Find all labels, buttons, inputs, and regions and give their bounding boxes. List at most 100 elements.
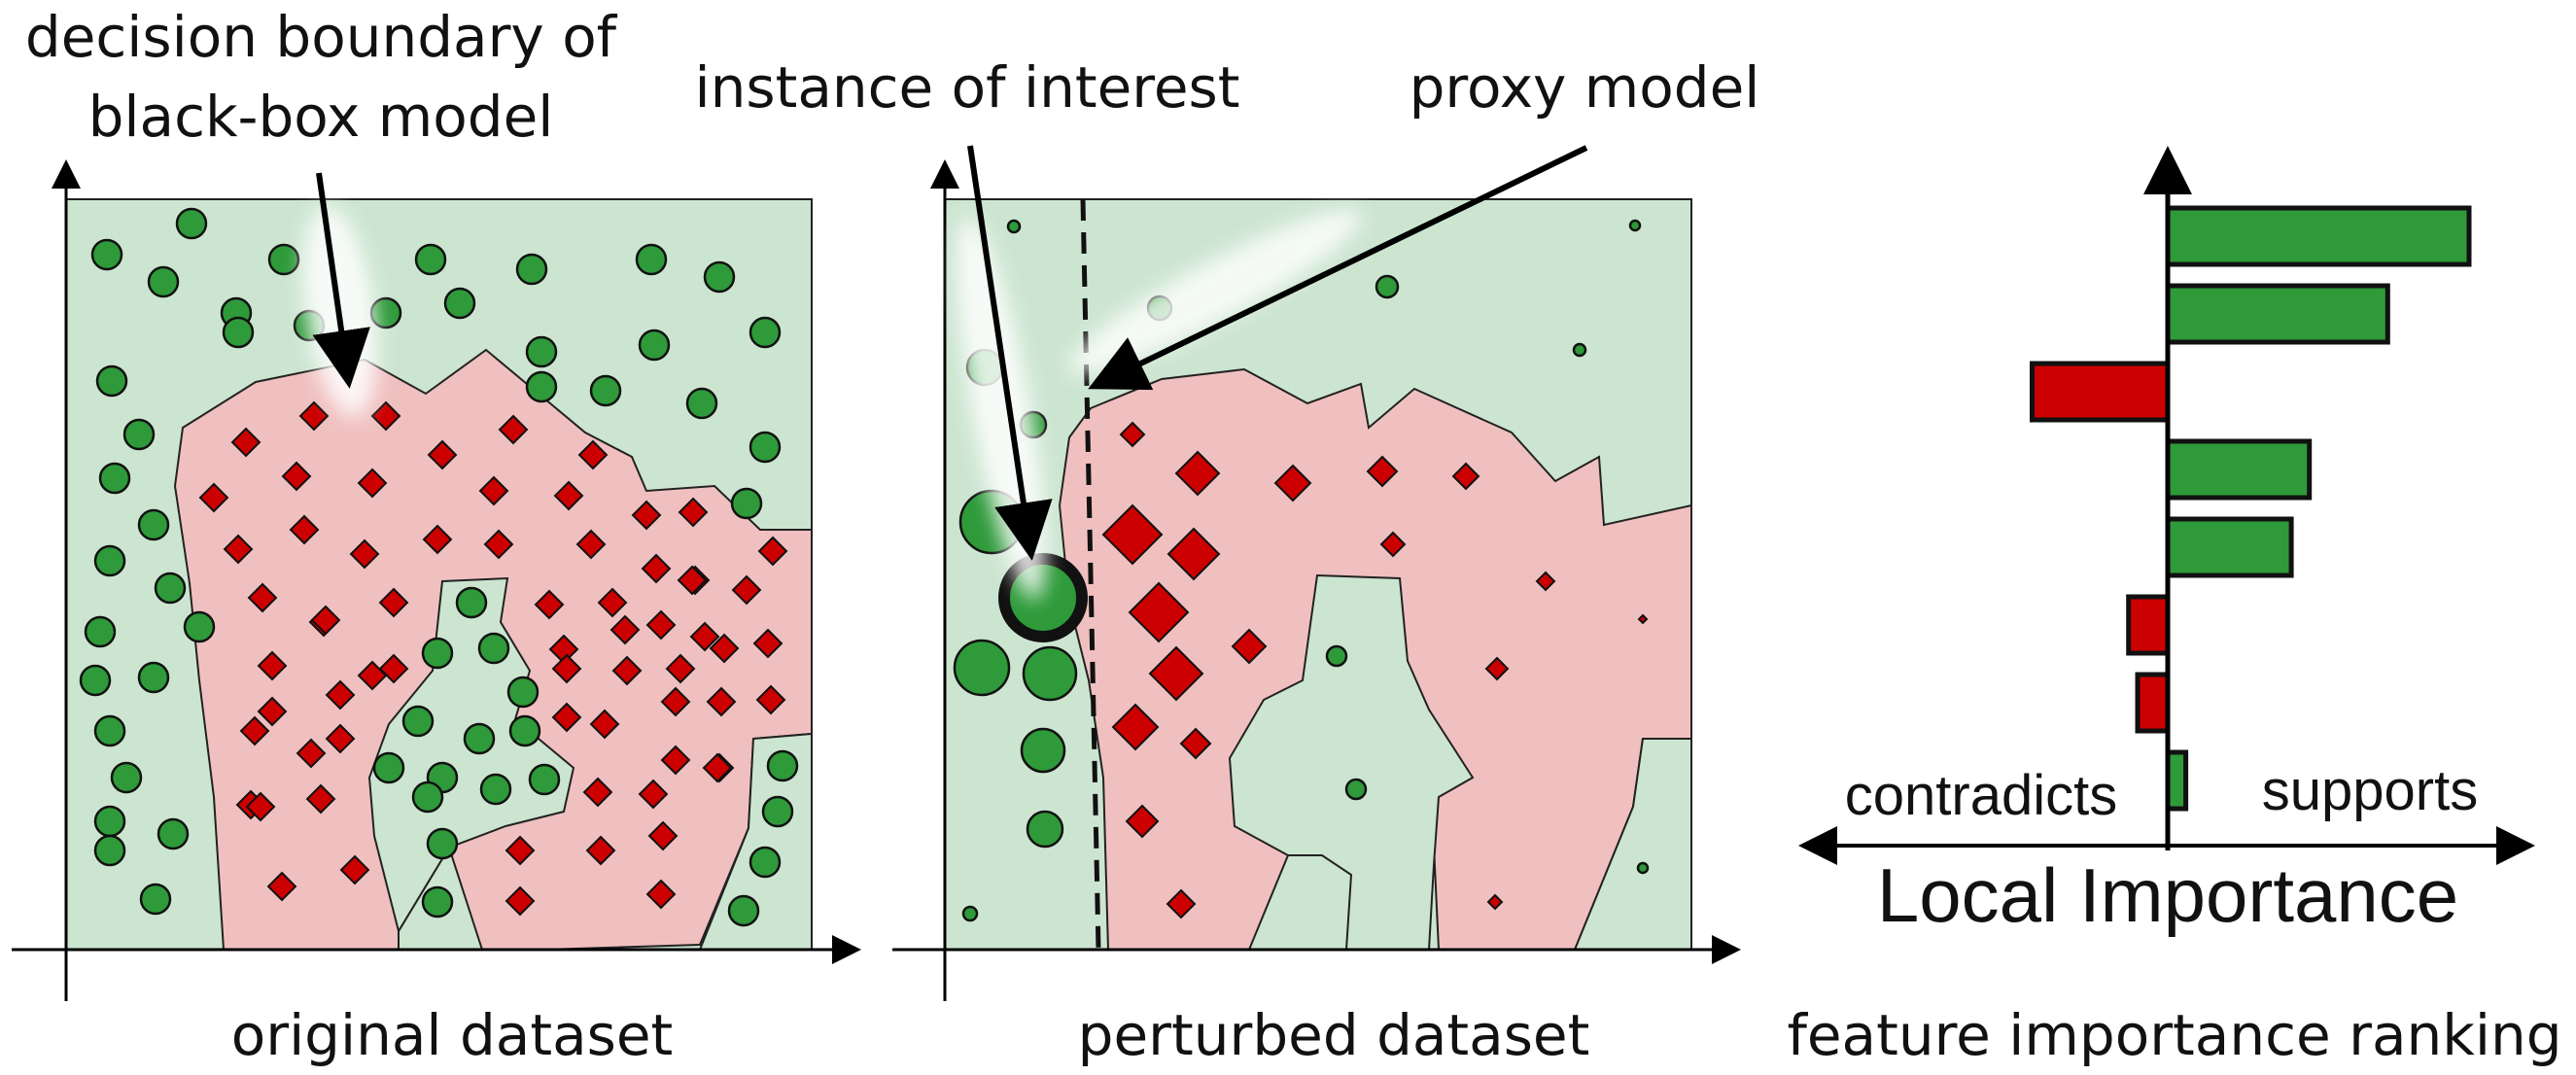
red-perturbed-point xyxy=(1484,656,1510,681)
red-data-point xyxy=(609,614,641,645)
red-data-point xyxy=(534,589,565,620)
red-data-point xyxy=(660,745,691,776)
green-perturbed-point xyxy=(953,639,1011,697)
red-perturbed-point xyxy=(1174,450,1221,497)
red-perturbed-point xyxy=(1119,421,1146,448)
red-data-point xyxy=(678,497,709,528)
red-data-point xyxy=(505,835,536,866)
red-data-point xyxy=(589,709,620,740)
importance-bar-contradicts xyxy=(2126,594,2171,656)
green-perturbed-point xyxy=(1636,861,1650,875)
green-data-point xyxy=(589,374,622,407)
red-data-point xyxy=(239,715,270,746)
original-green-island xyxy=(367,576,575,934)
red-data-point xyxy=(289,514,320,545)
decision-boundary-label-line2: black-box model xyxy=(88,84,554,150)
green-data-point xyxy=(154,572,187,605)
green-data-point xyxy=(508,714,541,747)
perturbed-dataset-panel xyxy=(892,159,1741,1001)
red-data-point xyxy=(298,400,330,432)
red-data-point xyxy=(247,582,278,613)
red-perturbed-point xyxy=(1379,531,1407,558)
red-data-point xyxy=(585,835,616,866)
green-data-point xyxy=(267,243,300,276)
decision-boundary-arrow xyxy=(312,172,370,389)
supports-label: supports xyxy=(2262,759,2478,822)
green-data-point xyxy=(528,763,561,796)
green-data-point xyxy=(761,795,794,828)
red-perturbed-point xyxy=(1535,571,1556,592)
red-perturbed-point xyxy=(1486,893,1504,911)
green-data-point xyxy=(748,431,782,464)
proxy-model-label: proxy model xyxy=(1410,54,1760,121)
green-data-point xyxy=(515,253,548,286)
importance-bar-supports xyxy=(2165,516,2294,578)
red-perturbed-point xyxy=(1231,628,1268,665)
green-data-point xyxy=(93,544,126,577)
local-importance-title: Local Importance xyxy=(1877,852,2458,938)
green-perturbed-point xyxy=(1026,810,1064,849)
red-data-point xyxy=(325,679,356,711)
red-data-point xyxy=(757,536,788,567)
original-red-points xyxy=(198,400,788,917)
green-data-point xyxy=(766,749,799,782)
original-dataset-panel xyxy=(12,159,861,1001)
red-data-point xyxy=(266,871,297,902)
red-data-point xyxy=(305,783,336,815)
red-data-point xyxy=(755,684,786,715)
green-data-point xyxy=(411,780,444,814)
red-data-point xyxy=(281,461,312,492)
red-perturbed-point xyxy=(1128,581,1190,643)
instance-of-interest-arrow xyxy=(967,145,1053,561)
red-data-point xyxy=(505,885,536,917)
red-data-point xyxy=(706,686,737,717)
perturbed-red-points xyxy=(1101,421,1649,919)
green-data-point xyxy=(638,329,671,362)
green-data-point xyxy=(421,637,454,670)
red-data-point xyxy=(551,702,582,733)
green-data-point xyxy=(748,316,782,349)
red-data-point xyxy=(551,653,582,684)
annotation-arrows xyxy=(303,145,1588,601)
green-perturbed-point xyxy=(1375,274,1400,299)
red-data-point xyxy=(370,400,401,432)
red-data-point xyxy=(577,439,609,470)
red-data-point xyxy=(702,752,733,783)
red-data-point xyxy=(641,553,672,584)
red-perturbed-point xyxy=(1166,888,1197,919)
red-perturbed-point xyxy=(1148,645,1204,702)
red-data-point xyxy=(257,650,288,681)
red-data-point xyxy=(198,482,229,513)
green-data-point xyxy=(157,817,190,850)
green-data-point xyxy=(685,387,718,420)
red-perturbed-point xyxy=(1125,804,1160,839)
green-data-point xyxy=(98,462,131,495)
proxy-model-arrow xyxy=(1088,145,1588,391)
green-data-point xyxy=(139,883,172,916)
red-perturbed-point xyxy=(1366,455,1399,488)
red-data-point xyxy=(245,791,276,822)
red-data-point xyxy=(647,820,679,851)
green-data-point xyxy=(110,761,143,794)
red-data-point xyxy=(582,777,613,808)
green-data-point xyxy=(93,714,126,747)
red-data-point xyxy=(296,738,327,769)
red-data-point xyxy=(378,653,409,684)
green-perturbed-point xyxy=(1020,727,1066,774)
green-data-point xyxy=(93,805,126,838)
red-data-point xyxy=(660,686,691,717)
red-data-point xyxy=(553,480,584,511)
green-data-point xyxy=(727,894,760,927)
red-perturbed-point xyxy=(1179,727,1212,760)
red-data-point xyxy=(611,655,643,686)
instance-of-interest-label: instance of interest xyxy=(695,54,1240,121)
importance-bar-contradicts xyxy=(2030,361,2171,423)
green-data-point xyxy=(479,773,512,806)
green-data-point xyxy=(748,846,782,879)
red-data-point xyxy=(498,414,529,445)
red-data-point xyxy=(677,565,708,596)
green-data-point xyxy=(443,287,476,320)
red-data-point xyxy=(349,538,380,570)
red-data-point xyxy=(310,605,341,636)
green-data-point xyxy=(477,632,510,665)
